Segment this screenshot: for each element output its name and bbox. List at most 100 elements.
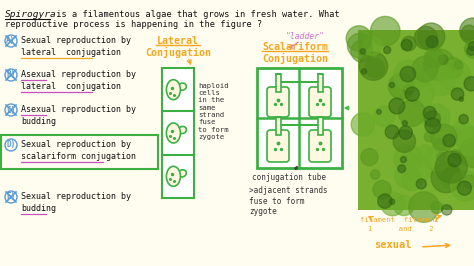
Circle shape	[465, 40, 474, 58]
Circle shape	[424, 49, 455, 81]
Circle shape	[365, 59, 384, 78]
Circle shape	[459, 97, 464, 101]
Bar	[358, 30, 474, 210]
Circle shape	[347, 33, 372, 58]
Text: haploid
cells
in the
same
strand
fuse
to form
zygote: haploid cells in the same strand fuse to…	[198, 83, 228, 140]
Circle shape	[389, 98, 405, 114]
FancyBboxPatch shape	[267, 130, 289, 162]
FancyBboxPatch shape	[162, 68, 194, 198]
Circle shape	[363, 37, 382, 55]
Text: Sexual reproduction by: Sexual reproduction by	[21, 192, 131, 201]
Circle shape	[419, 144, 433, 158]
Circle shape	[389, 82, 394, 88]
Circle shape	[463, 175, 474, 188]
FancyBboxPatch shape	[309, 130, 331, 162]
Circle shape	[448, 153, 461, 167]
Text: Conjugation: Conjugation	[145, 47, 211, 58]
Circle shape	[409, 192, 439, 222]
Circle shape	[416, 179, 426, 189]
Circle shape	[431, 202, 443, 214]
Circle shape	[418, 23, 445, 50]
Circle shape	[377, 110, 381, 114]
Circle shape	[467, 46, 474, 55]
Text: lateral  conjugation: lateral conjugation	[21, 82, 121, 91]
Circle shape	[451, 88, 464, 100]
Circle shape	[399, 126, 412, 139]
FancyBboxPatch shape	[276, 74, 281, 92]
Text: Scalariform: Scalariform	[262, 42, 328, 52]
Circle shape	[442, 57, 463, 79]
Circle shape	[425, 146, 450, 171]
Text: Asexual reproduction by: Asexual reproduction by	[21, 70, 136, 79]
Text: C): C)	[6, 106, 16, 114]
Circle shape	[360, 49, 365, 54]
FancyBboxPatch shape	[309, 87, 331, 117]
Circle shape	[408, 81, 434, 107]
Circle shape	[468, 42, 474, 51]
Circle shape	[414, 26, 437, 49]
Circle shape	[402, 121, 407, 126]
Circle shape	[399, 100, 425, 126]
Circle shape	[410, 76, 424, 90]
Circle shape	[385, 125, 399, 139]
Circle shape	[346, 26, 372, 51]
Circle shape	[425, 118, 440, 134]
Circle shape	[431, 162, 462, 193]
Circle shape	[450, 122, 474, 146]
Circle shape	[394, 145, 422, 173]
Text: D): D)	[6, 140, 16, 149]
Text: reproductive process is happening in the figure ?: reproductive process is happening in the…	[5, 20, 262, 29]
Text: budding: budding	[21, 204, 56, 213]
Circle shape	[394, 60, 424, 90]
Text: Sexual reproduction by: Sexual reproduction by	[21, 140, 131, 149]
Text: Asexual reproduction by: Asexual reproduction by	[21, 105, 136, 114]
Circle shape	[442, 205, 452, 215]
FancyBboxPatch shape	[276, 117, 281, 135]
Circle shape	[361, 69, 366, 74]
Circle shape	[459, 138, 474, 168]
Circle shape	[395, 163, 420, 189]
Circle shape	[351, 40, 373, 62]
Circle shape	[464, 77, 474, 91]
Text: filament  filament: filament filament	[360, 217, 439, 223]
Circle shape	[435, 151, 467, 183]
Circle shape	[456, 126, 474, 156]
Text: sexual: sexual	[374, 240, 412, 250]
Circle shape	[437, 152, 446, 162]
Circle shape	[351, 113, 374, 136]
Text: Sexual reproduction by: Sexual reproduction by	[21, 36, 131, 45]
Text: lateral  conjugation: lateral conjugation	[21, 48, 121, 57]
Text: A): A)	[6, 36, 16, 45]
Circle shape	[424, 111, 440, 127]
Ellipse shape	[178, 170, 186, 177]
Circle shape	[361, 148, 378, 166]
Circle shape	[423, 106, 436, 119]
Circle shape	[401, 40, 412, 51]
Circle shape	[405, 87, 419, 101]
Text: "ladder": "ladder"	[285, 32, 325, 41]
Circle shape	[441, 168, 463, 190]
FancyBboxPatch shape	[267, 87, 289, 117]
Circle shape	[378, 194, 392, 208]
Circle shape	[371, 16, 400, 46]
Ellipse shape	[166, 123, 181, 143]
Circle shape	[403, 85, 413, 95]
Circle shape	[451, 171, 474, 201]
Ellipse shape	[166, 80, 181, 100]
Circle shape	[426, 36, 438, 48]
Text: E): E)	[6, 193, 16, 202]
FancyBboxPatch shape	[318, 117, 323, 135]
Circle shape	[439, 60, 471, 91]
Circle shape	[383, 47, 391, 54]
Text: Conjugation: Conjugation	[262, 53, 328, 64]
Text: 1      and    2: 1 and 2	[368, 226, 434, 232]
Circle shape	[443, 134, 456, 147]
Circle shape	[402, 171, 422, 191]
Circle shape	[459, 114, 468, 124]
Circle shape	[422, 104, 450, 132]
Circle shape	[454, 61, 463, 69]
Circle shape	[431, 124, 457, 151]
Text: conjugation tube: conjugation tube	[252, 173, 326, 182]
Circle shape	[398, 165, 406, 173]
Circle shape	[433, 138, 447, 151]
